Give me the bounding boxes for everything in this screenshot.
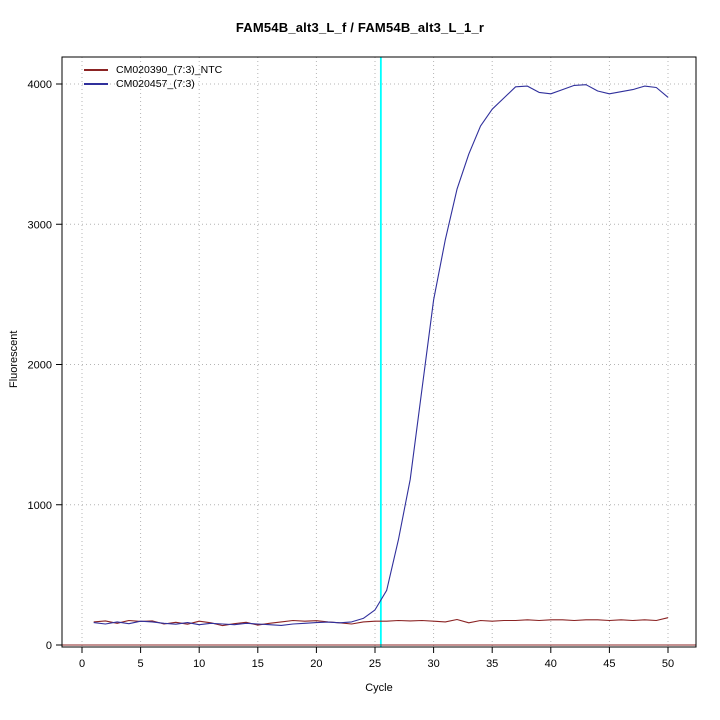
legend-line-swatch-ntc bbox=[84, 69, 108, 71]
x-tick-label: 45 bbox=[603, 658, 615, 670]
y-tick-label: 0 bbox=[46, 640, 52, 652]
x-tick-label: 25 bbox=[369, 658, 381, 670]
x-tick-label: 35 bbox=[486, 658, 498, 670]
y-axis-label: Fluorescent bbox=[8, 330, 20, 388]
legend-item-ntc: CM020390_(7:3)_NTC bbox=[84, 63, 222, 77]
y-tick-label: 3000 bbox=[28, 219, 52, 231]
legend: CM020390_(7:3)_NTC CM020457_(7:3) bbox=[84, 63, 222, 91]
y-tick-label: 2000 bbox=[28, 360, 52, 372]
x-tick-label: 40 bbox=[545, 658, 557, 670]
chart-title: FAM54B_alt3_L_f / FAM54B_alt3_L_1_r bbox=[235, 20, 485, 35]
legend-line-swatch-sample bbox=[84, 83, 108, 85]
y-tick-label: 4000 bbox=[28, 79, 52, 91]
series-line-1 bbox=[93, 84, 669, 626]
x-tick-label: 30 bbox=[427, 658, 439, 670]
x-tick-label: 20 bbox=[310, 658, 322, 670]
legend-item-sample: CM020457_(7:3) bbox=[84, 77, 222, 91]
legend-label-ntc: CM020390_(7:3)_NTC bbox=[116, 64, 223, 76]
x-tick-label: 5 bbox=[138, 658, 144, 670]
plot-frame bbox=[61, 56, 697, 648]
x-tick-label: 0 bbox=[79, 658, 85, 670]
x-tick-label: 15 bbox=[252, 658, 264, 670]
y-tick-label: 1000 bbox=[28, 500, 52, 512]
x-axis-label: Cycle bbox=[365, 682, 393, 694]
x-tick-label: 50 bbox=[662, 658, 674, 670]
legend-label-sample: CM020457_(7:3) bbox=[116, 78, 195, 90]
x-tick-label: 10 bbox=[193, 658, 205, 670]
series-line-0 bbox=[93, 617, 669, 627]
